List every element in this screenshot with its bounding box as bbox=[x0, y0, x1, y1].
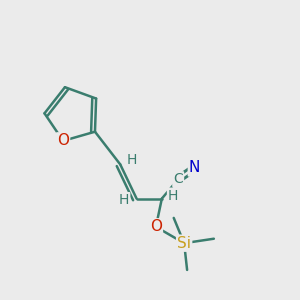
Text: H: H bbox=[126, 153, 137, 167]
Text: C: C bbox=[173, 172, 183, 186]
Text: Si: Si bbox=[177, 236, 191, 251]
Text: O: O bbox=[150, 219, 162, 234]
Text: N: N bbox=[189, 160, 200, 175]
Text: O: O bbox=[57, 134, 69, 148]
Text: H: H bbox=[119, 193, 129, 207]
Text: H: H bbox=[168, 189, 178, 202]
